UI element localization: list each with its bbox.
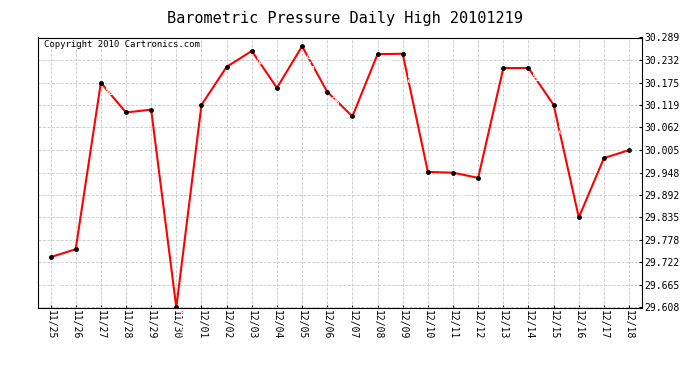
Text: 20:59: 20:59 (52, 260, 61, 287)
Text: 23:59: 23:59 (429, 175, 438, 201)
Text: 22:59: 22:59 (203, 108, 212, 135)
Text: 23:44: 23:44 (178, 310, 187, 337)
Text: 23:44: 23:44 (278, 91, 287, 117)
Text: 17:29: 17:29 (605, 161, 614, 188)
Text: 02:29: 02:29 (631, 153, 640, 180)
Text: 01:59: 01:59 (555, 108, 564, 135)
Text: 00:00: 00:00 (455, 176, 464, 202)
Text: 02:29: 02:29 (404, 57, 413, 83)
Text: 23:59: 23:59 (480, 181, 489, 207)
Text: Barometric Pressure Daily High 20101219: Barometric Pressure Daily High 20101219 (167, 11, 523, 26)
Text: 08:14: 08:14 (102, 86, 111, 112)
Text: Copyright 2010 Cartronics.com: Copyright 2010 Cartronics.com (44, 40, 200, 49)
Text: 07:44: 07:44 (228, 70, 237, 96)
Text: 18:44: 18:44 (354, 119, 363, 146)
Text: 22:59: 22:59 (152, 112, 161, 139)
Text: 00:00: 00:00 (328, 94, 337, 122)
Text: 00:59: 00:59 (530, 71, 539, 98)
Text: 09:59: 09:59 (253, 54, 262, 81)
Text: 09:59: 09:59 (304, 49, 313, 76)
Text: 19:44: 19:44 (504, 71, 514, 98)
Text: 03:14: 03:14 (77, 252, 86, 279)
Text: 00:14: 00:14 (128, 115, 137, 142)
Text: 23:14: 23:14 (580, 220, 589, 247)
Text: 19:44: 19:44 (379, 57, 388, 84)
